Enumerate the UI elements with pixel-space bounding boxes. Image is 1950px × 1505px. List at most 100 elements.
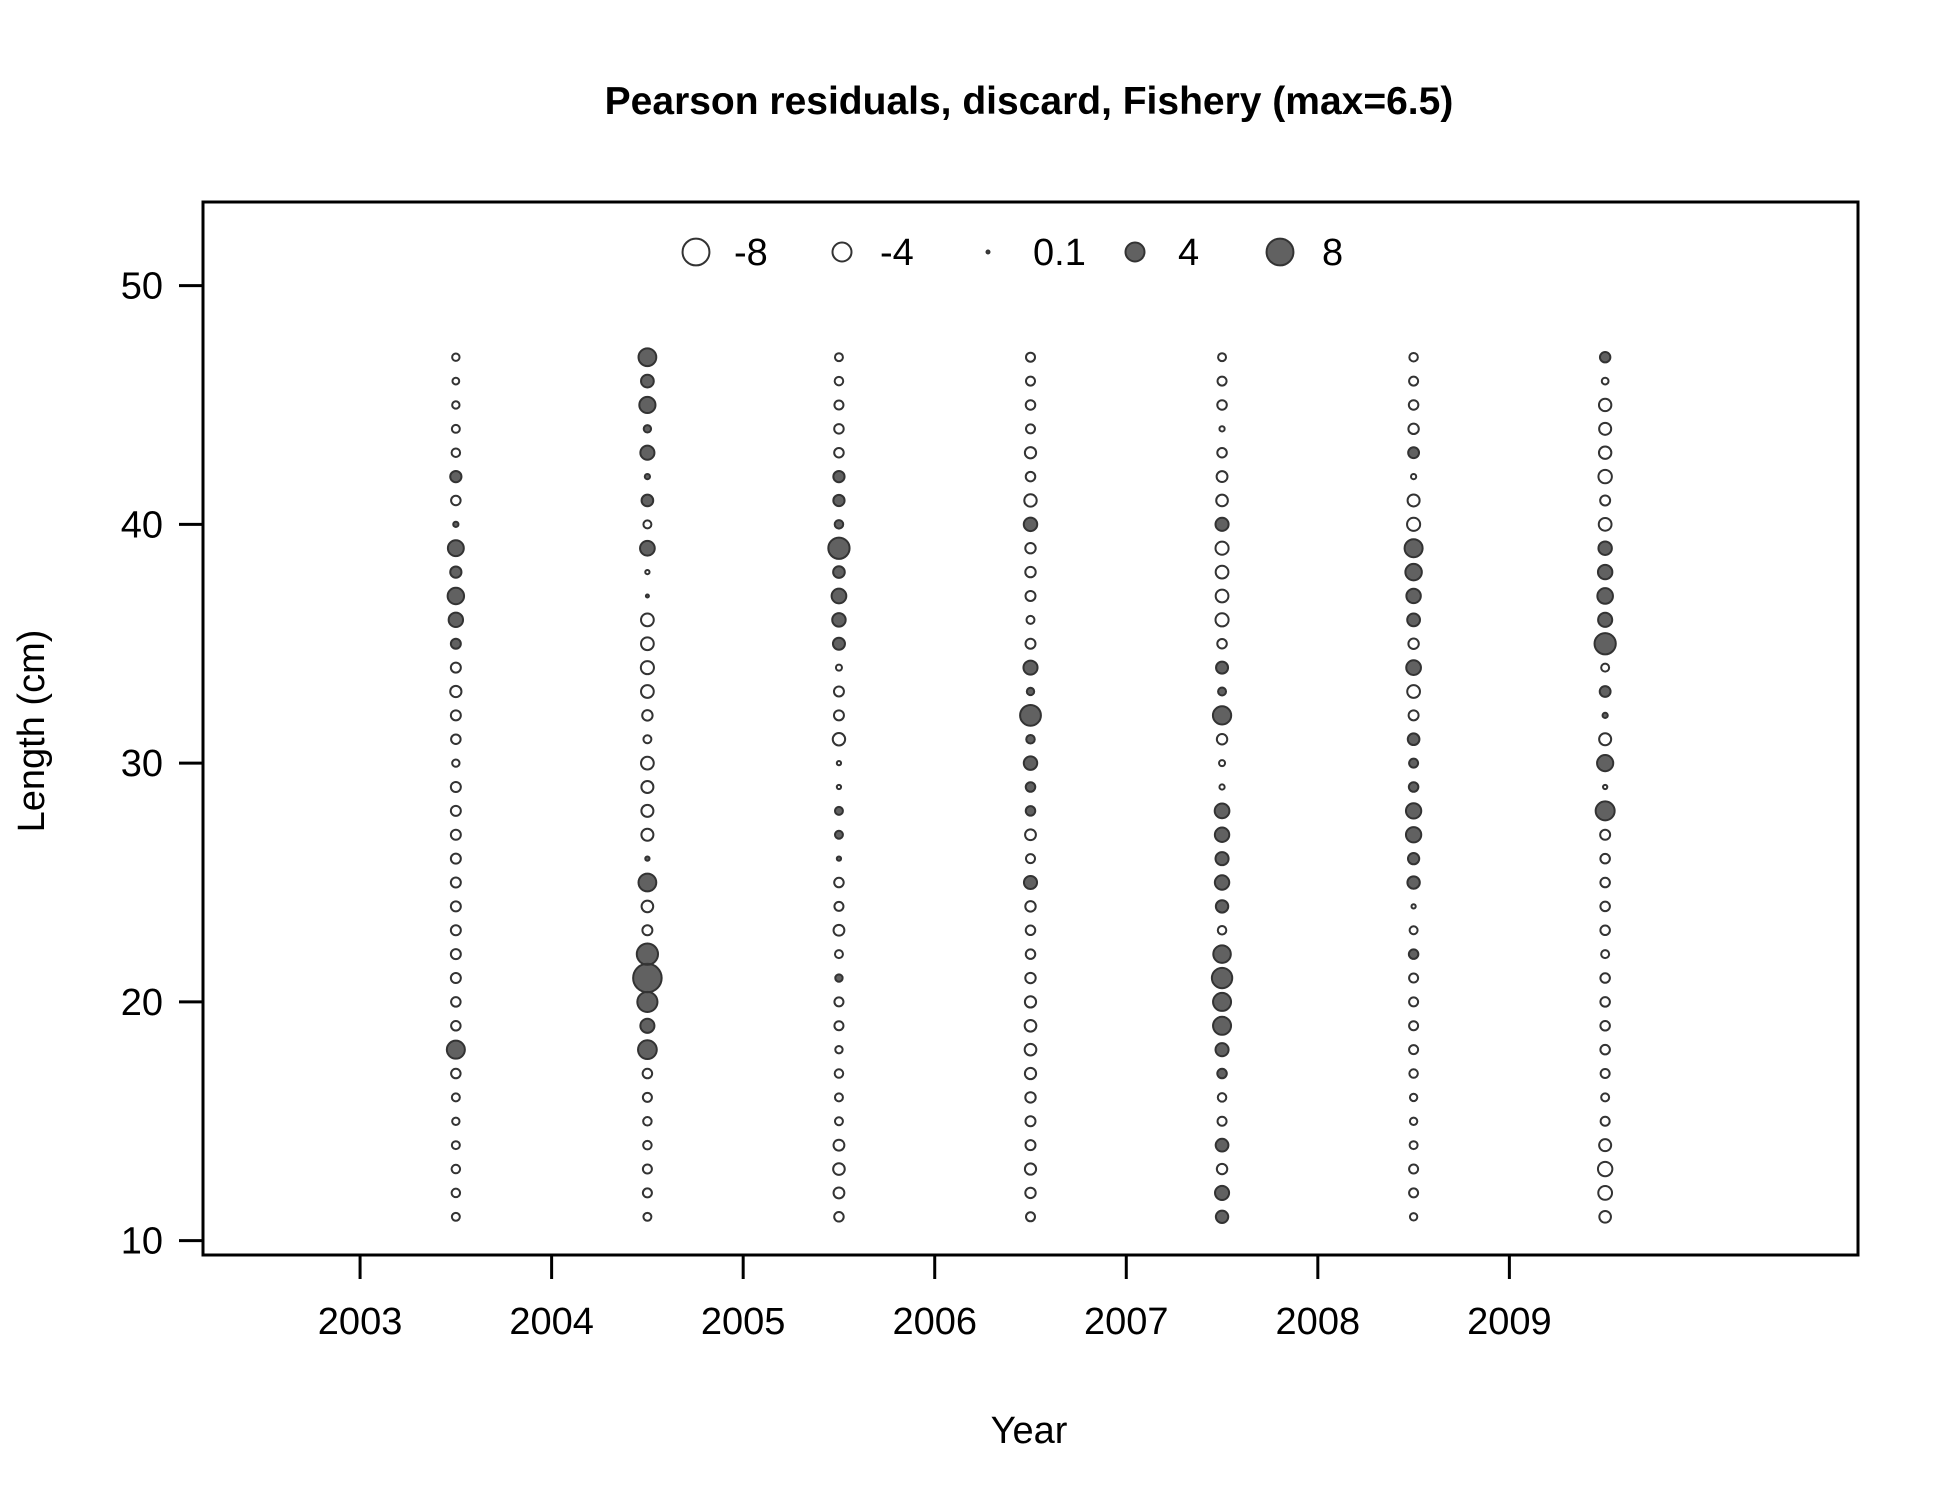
negative-residual-bubble xyxy=(1408,1044,1420,1056)
positive-residual-bubble xyxy=(833,805,844,816)
negative-residual-bubble xyxy=(1024,637,1037,650)
negative-residual-bubble xyxy=(640,779,655,795)
negative-residual-bubble xyxy=(1024,399,1037,411)
negative-residual-bubble xyxy=(640,803,655,818)
positive-residual-bubble xyxy=(1406,852,1421,866)
negative-residual-bubble xyxy=(640,899,655,914)
negative-residual-bubble xyxy=(1597,445,1613,460)
positive-residual-bubble xyxy=(632,962,663,994)
negative-residual-bubble xyxy=(1599,494,1612,507)
positive-residual-bubble xyxy=(833,519,845,530)
negative-residual-bubble xyxy=(1214,612,1230,628)
negative-residual-bubble xyxy=(642,734,653,745)
negative-residual-bubble xyxy=(1024,375,1037,387)
negative-residual-bubble xyxy=(642,1116,653,1127)
negative-residual-bubble xyxy=(1597,516,1613,532)
positive-residual-bubble xyxy=(643,472,651,481)
negative-residual-bubble xyxy=(1408,972,1420,984)
negative-residual-bubble xyxy=(1214,540,1230,556)
positive-residual-bubble xyxy=(833,829,844,840)
negative-residual-bubble xyxy=(449,924,462,937)
negative-residual-bubble xyxy=(1216,1092,1228,1103)
y-tick-label: 50 xyxy=(121,266,163,308)
positive-residual-bubble xyxy=(644,593,650,599)
negative-residual-bubble xyxy=(1408,1020,1420,1032)
negative-residual-bubble xyxy=(1024,1115,1037,1128)
positive-residual-bubble xyxy=(449,565,463,579)
negative-residual-bubble xyxy=(449,684,463,699)
negative-residual-bubble xyxy=(641,1067,654,1080)
bubble-layer xyxy=(445,347,1617,1224)
positive-residual-bubble xyxy=(1022,516,1039,533)
negative-residual-bubble xyxy=(1024,1139,1037,1152)
positive-residual-bubble xyxy=(642,424,653,434)
negative-residual-bubble xyxy=(450,494,462,507)
positive-residual-bubble xyxy=(639,539,656,557)
negative-residual-bubble xyxy=(833,900,845,912)
x-tick-label: 2009 xyxy=(1467,1301,1552,1343)
negative-residual-bubble xyxy=(1218,783,1226,791)
negative-residual-bubble xyxy=(640,755,655,771)
positive-residual-bubble xyxy=(1211,705,1233,726)
legend-label: 0.1 xyxy=(1033,232,1086,274)
legend-label: -4 xyxy=(880,232,914,274)
negative-residual-bubble xyxy=(642,519,653,530)
legend: -8 -4 0.1 4 8 xyxy=(681,232,1343,274)
negative-residual-bubble xyxy=(834,663,843,672)
negative-residual-bubble xyxy=(450,1092,461,1103)
negative-residual-bubble xyxy=(449,781,462,793)
positive-residual-bubble xyxy=(1407,781,1420,793)
positive-residual-bubble xyxy=(1405,587,1422,605)
positive-residual-bubble xyxy=(830,587,848,605)
negative-residual-bubble xyxy=(1407,637,1420,650)
negative-residual-bubble xyxy=(833,375,845,387)
negative-residual-bubble xyxy=(1598,1209,1612,1224)
positive-residual-bubble xyxy=(1025,686,1036,697)
negative-residual-bubble xyxy=(833,996,845,1008)
positive-residual-bubble xyxy=(446,539,465,558)
positive-residual-bubble xyxy=(635,942,660,966)
negative-residual-bubble xyxy=(1407,709,1420,722)
positive-residual-bubble xyxy=(1022,755,1039,771)
positive-residual-bubble xyxy=(1601,711,1609,719)
negative-residual-bubble xyxy=(451,1116,461,1126)
negative-residual-bubble xyxy=(640,636,655,652)
positive-residual-bubble xyxy=(1594,800,1616,822)
negative-residual-bubble xyxy=(1599,1043,1611,1056)
negative-residual-bubble xyxy=(639,660,655,676)
negative-residual-bubble xyxy=(1408,1092,1419,1103)
positive-residual-bubble xyxy=(831,612,847,628)
negative-residual-bubble xyxy=(1216,399,1228,411)
negative-residual-bubble xyxy=(449,948,462,961)
positive-residual-bubble xyxy=(835,855,843,862)
negative-residual-bubble xyxy=(1599,924,1611,937)
negative-residual-bubble xyxy=(1023,446,1038,460)
negative-residual-bubble xyxy=(1599,972,1611,984)
negative-residual-bubble xyxy=(1600,662,1611,673)
negative-residual-bubble xyxy=(449,876,462,889)
negative-residual-bubble xyxy=(1408,1212,1419,1222)
y-tick-label: 20 xyxy=(121,982,163,1024)
negative-residual-bubble xyxy=(1599,900,1611,913)
negative-residual-bubble xyxy=(1600,376,1610,386)
negative-residual-bubble xyxy=(1599,1068,1611,1080)
negative-residual-bubble xyxy=(1598,732,1613,747)
negative-residual-bubble xyxy=(1214,588,1230,604)
positive-residual-bubble xyxy=(638,395,657,415)
negative-residual-bubble xyxy=(1408,1163,1420,1175)
negative-residual-bubble xyxy=(1217,352,1228,363)
positive-residual-bubble xyxy=(452,520,460,528)
negative-residual-bubble xyxy=(641,709,654,722)
positive-residual-bubble xyxy=(1212,1015,1233,1036)
positive-residual-bubble xyxy=(1406,732,1421,747)
positive-residual-bubble xyxy=(637,872,658,893)
negative-residual-bubble xyxy=(1600,1092,1611,1103)
chart-title: Pearson residuals, discard, Fishery (max… xyxy=(605,80,1454,123)
legend-bubble xyxy=(831,241,853,263)
negative-residual-bubble xyxy=(1024,924,1037,937)
y-axis-label: Length (cm) xyxy=(11,630,53,833)
positive-residual-bubble xyxy=(639,444,656,461)
negative-residual-bubble xyxy=(1024,948,1037,960)
negative-residual-bubble xyxy=(450,1211,461,1222)
positive-residual-bubble xyxy=(637,1039,658,1061)
